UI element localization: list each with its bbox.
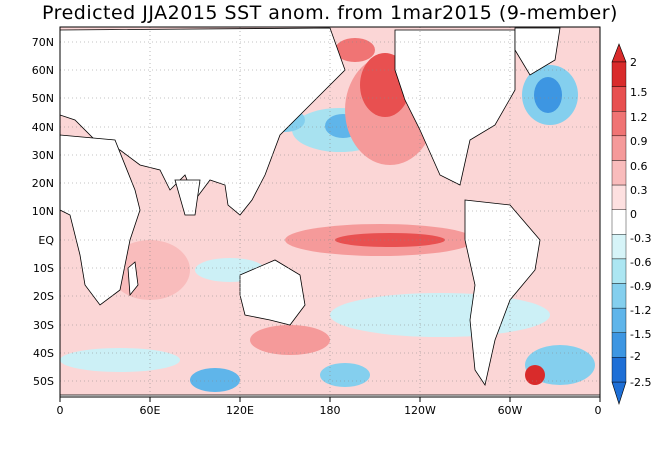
warm-region-tasman bbox=[250, 325, 330, 355]
colorbar: 2 1.5 1.2 0.9 0.6 0.3 0 -0.3 -0.6 -0.9 -… bbox=[611, 43, 651, 405]
lon-labels: 0 60E 120E 180 120W 60W 0 bbox=[57, 404, 602, 417]
lat-label: EQ bbox=[38, 234, 54, 247]
tick-marks bbox=[59, 397, 601, 402]
lat-labels: 70N 60N 50N 40N 30N 20N 10N EQ 10S 20S 3… bbox=[32, 36, 55, 388]
colorbar-label: -2 bbox=[630, 350, 641, 363]
land-africa bbox=[60, 134, 141, 306]
lat-label: 70N bbox=[32, 36, 54, 49]
warm-region-south-atlantic bbox=[525, 365, 545, 385]
colorbar-swatch bbox=[611, 86, 627, 112]
colorbar-swatch bbox=[611, 111, 627, 137]
colorbar-swatch bbox=[611, 135, 627, 161]
land-greenland bbox=[514, 27, 561, 76]
lon-label: 0 bbox=[57, 404, 64, 417]
land-south-america bbox=[464, 199, 541, 387]
colorbar-label: 1.5 bbox=[630, 86, 648, 99]
colorbar-label: 0.3 bbox=[630, 184, 648, 197]
lon-label: 180 bbox=[320, 404, 341, 417]
colorbar-label: -0.6 bbox=[630, 256, 651, 269]
lat-label: 10N bbox=[32, 205, 54, 218]
colorbar-swatches bbox=[611, 61, 627, 383]
warm-region-equatorial-pacific-core bbox=[335, 233, 445, 247]
colorbar-top-arrow bbox=[611, 43, 627, 63]
lon-label: 60W bbox=[498, 404, 523, 417]
land-masses bbox=[60, 27, 600, 397]
lon-label: 0 bbox=[595, 404, 602, 417]
colorbar-label: -2.5 bbox=[630, 376, 651, 389]
colorbar-label: -0.9 bbox=[630, 280, 651, 293]
lat-label: 30N bbox=[32, 149, 54, 162]
colorbar-swatch bbox=[611, 283, 627, 309]
gridlines bbox=[60, 27, 600, 397]
colorbar-swatch bbox=[611, 357, 627, 383]
colorbar-swatch bbox=[611, 160, 627, 186]
cool-region-south-pacific bbox=[330, 293, 550, 337]
colorbar-swatch bbox=[611, 258, 627, 284]
colorbar-swatch bbox=[611, 234, 627, 260]
lat-label: 50N bbox=[32, 92, 54, 105]
lat-label: 40S bbox=[33, 347, 54, 360]
colorbar-label: -1.5 bbox=[630, 328, 651, 341]
colorbar-label: 1.2 bbox=[630, 111, 648, 124]
warm-region-bering bbox=[335, 38, 375, 62]
chart-title: Predicted JJA2015 SST anom. from 1mar201… bbox=[42, 2, 618, 24]
lat-label: 60N bbox=[32, 64, 54, 77]
cool-region-atlantic-north-core bbox=[534, 77, 562, 113]
lat-label: 30S bbox=[33, 319, 54, 332]
colorbar-label: 0.9 bbox=[630, 135, 648, 148]
colorbar-label: 0.6 bbox=[630, 160, 648, 173]
lat-label: 40N bbox=[32, 121, 54, 134]
lon-label: 120E bbox=[226, 404, 254, 417]
cool-region-southern-ocean-3 bbox=[60, 348, 180, 372]
lat-label: 20N bbox=[32, 177, 54, 190]
lat-label: 10S bbox=[33, 262, 54, 275]
lat-label: 20S bbox=[33, 290, 54, 303]
lat-label: 50S bbox=[33, 375, 54, 388]
colorbar-label: 2 bbox=[630, 56, 637, 69]
colorbar-swatch bbox=[611, 184, 627, 210]
colorbar-label: -1.2 bbox=[630, 304, 651, 317]
land-india bbox=[174, 179, 201, 216]
colorbar-swatch bbox=[611, 61, 627, 87]
land-north-america bbox=[394, 29, 516, 186]
colorbar-swatch bbox=[611, 307, 627, 333]
colorbar-bottom-arrow bbox=[611, 381, 627, 405]
cool-region-southern-ocean-1 bbox=[190, 368, 240, 392]
land-australia bbox=[239, 259, 306, 326]
colorbar-swatch bbox=[611, 209, 627, 235]
colorbar-swatch bbox=[611, 332, 627, 358]
land-madagascar bbox=[127, 261, 139, 297]
colorbar-label: -0.3 bbox=[630, 232, 651, 245]
lon-label: 60E bbox=[140, 404, 161, 417]
colorbar-label: 0 bbox=[630, 208, 637, 221]
cool-region-southern-ocean-2 bbox=[320, 363, 370, 387]
lon-label: 120W bbox=[404, 404, 436, 417]
